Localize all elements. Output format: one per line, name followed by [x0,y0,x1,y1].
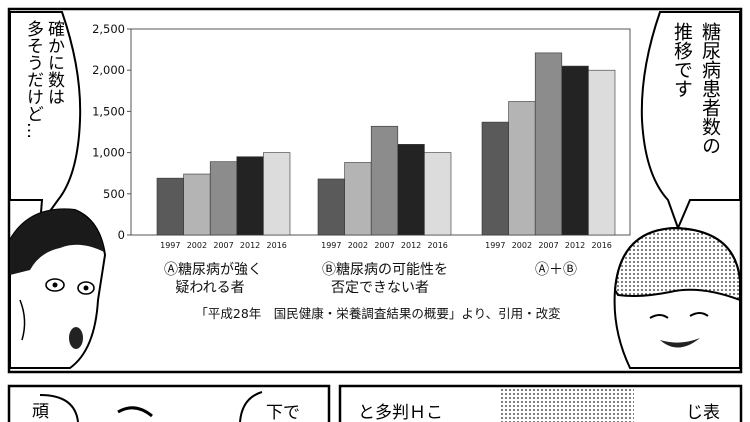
x-tick-label: 2012 [565,241,585,250]
x-tick-label: 1997 [160,241,180,250]
bar-2007-group-3 [534,52,563,236]
x-tick-label: 2007 [538,241,558,250]
right-bubble-line-1: 糖尿病患者数の [699,22,721,155]
bar-chart: 0 500 1,000 1,500 2,000 2,500 1997 2002 2007 201… [92,22,631,250]
bar-1997-group-3 [481,121,509,236]
right-speech-bubble [640,11,741,231]
x-tick-label: 2016 [428,241,448,250]
bar-2002-group-2 [344,162,372,236]
x-tick-label: 1997 [485,241,505,250]
bar-2012-group-3 [561,65,589,236]
bar-2016-group-3 [588,69,616,236]
screentone-area [500,388,634,422]
x-tick-labels: 1997 2002 2007 2012 2016 1997 2002 2007 2012 2016… [160,241,612,250]
group-label-a-line1: Ⓐ糖尿病が強く [164,262,262,278]
y-tick-label: 0 [118,228,125,242]
group-label-b-line1: Ⓑ糖尿病の可能性を [322,262,448,278]
left-bubble-line-1: 確かに数は [44,20,65,105]
left-bubble-line-2: 多そうだけど… [23,20,43,139]
bar-2007-group-1 [209,161,238,236]
y-tick-label: 1,500 [92,104,125,118]
group-label-a-line2: 疑われる者 [175,280,244,296]
bottom-fragment-left: 頑 [32,402,49,422]
bar-1997-group-1 [156,177,184,236]
y-tick-label: 2,000 [92,63,125,77]
y-tick-label: 1,000 [92,146,125,160]
x-tick-label: 2012 [401,241,421,250]
y-tick-label: 500 [103,187,125,201]
x-tick-label: 2012 [240,241,260,250]
x-tick-label: 1997 [321,241,341,250]
left-character-illustration [9,208,107,369]
bar-2002-group-1 [183,173,211,236]
bar-2007-group-2 [370,125,399,236]
x-tick-label: 2002 [348,241,368,250]
x-tick-label: 2007 [374,241,394,250]
bottom-fragment-right: じ表 [686,403,720,422]
bottom-panels: 頑 下で と多判Ｈこ じ表 [7,384,743,422]
x-tick-label: 2007 [213,241,233,250]
right-bubble-line-2: 推移です [671,22,693,98]
x-tick-label: 2002 [512,241,532,250]
bar-2002-group-3 [508,101,536,236]
group-label-b-line2: 否定できない者 [331,280,429,296]
source-note: 「平成28年 国民健康・栄養調査結果の概要」より、引用・改変 [195,306,560,321]
bar-2016-group-2 [424,152,452,236]
y-tick-label: 2,500 [92,22,125,36]
bar-2012-group-1 [236,156,264,236]
bar-1997-group-2 [317,178,345,236]
bar-2016-group-1 [263,152,291,236]
right-character-illustration [613,226,741,369]
x-tick-label: 2002 [187,241,207,250]
bottom-left-panel-frame [7,384,331,422]
bottom-fragment-center: と多判Ｈこ [358,403,443,422]
x-tick-label: 2016 [592,241,612,250]
x-tick-label: 2016 [267,241,287,250]
bar-2012-group-2 [397,144,425,236]
bottom-fragment-middle: 下で [266,403,300,422]
group-labels: Ⓐ糖尿病が強く 疑われる者 Ⓑ糖尿病の可能性を 否定できない者 Ⓐ＋Ⓑ [164,262,577,296]
right-bubble-text: 糖尿病患者数の 推移です [671,22,721,155]
left-bubble-text: 確かに数は 多そうだけど… [23,20,65,139]
left-speech-bubble [9,11,82,229]
y-axis: 0 500 1,000 1,500 2,000 2,500 [92,22,131,242]
group-label-ab: Ⓐ＋Ⓑ [535,262,577,278]
bars-layer [156,52,616,236]
